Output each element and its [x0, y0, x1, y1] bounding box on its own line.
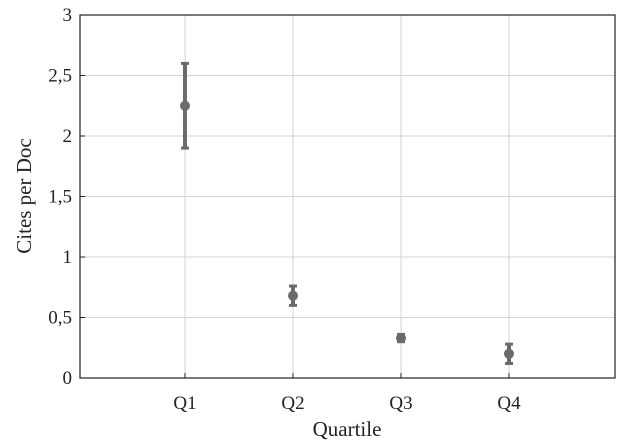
error-bars	[181, 61, 513, 365]
y-tick-label: 1	[63, 247, 73, 268]
data-point	[396, 333, 406, 344]
y-ticks: 0 0,5 1 1,5 2 2,5 3	[48, 5, 85, 389]
x-ticks: Q1 Q2 Q3 Q4	[173, 373, 521, 414]
x-tick-label: Q2	[281, 393, 304, 414]
y-tick-label: 0,5	[48, 308, 72, 329]
y-axis-label: Cites per Doc	[12, 138, 36, 253]
data-point	[180, 100, 190, 111]
y-tick-label: 0	[63, 368, 73, 389]
grid	[80, 15, 615, 378]
markers	[180, 100, 514, 359]
data-point	[288, 290, 298, 301]
x-axis-label: Quartile	[313, 417, 382, 441]
y-tick-label: 2	[63, 126, 73, 147]
y-tick-label: 2,5	[48, 66, 72, 87]
x-tick-label: Q3	[389, 393, 412, 414]
y-tick-label: 1,5	[48, 187, 72, 208]
data-point	[504, 348, 514, 359]
y-tick-label: 3	[63, 5, 73, 26]
x-tick-label: Q1	[173, 393, 196, 414]
x-tick-label: Q4	[497, 393, 521, 414]
